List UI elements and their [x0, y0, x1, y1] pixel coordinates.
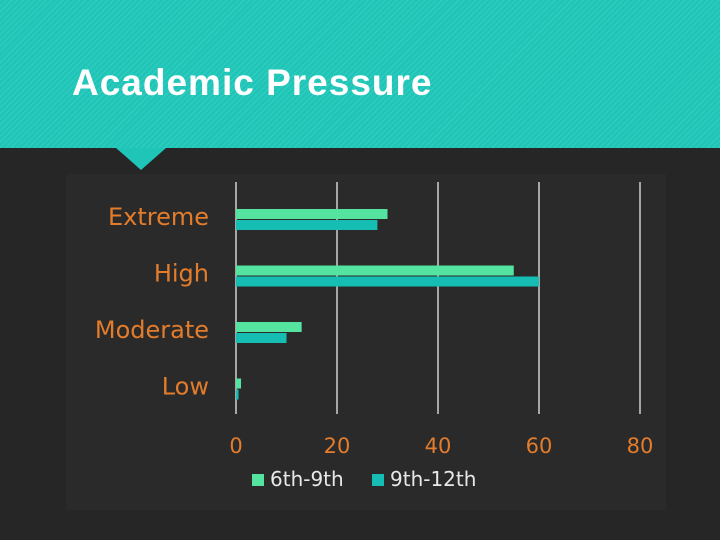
chart-panel: 0 20 40 60 80 Extreme High Moderate Low 6th-9th 9t… — [66, 174, 666, 510]
x-tick-label: 20 — [324, 434, 351, 458]
x-tick-label: 0 — [229, 434, 242, 458]
bar-extreme-series-2 — [236, 220, 378, 230]
category-label: High — [154, 260, 209, 288]
legend-swatch — [252, 474, 264, 486]
x-tick-label: 60 — [526, 434, 553, 458]
x-tick-label: 80 — [627, 434, 654, 458]
bar-moderate-series-1 — [236, 322, 302, 332]
banner-pointer — [116, 148, 166, 170]
bar-high-series-1 — [236, 265, 514, 276]
page-title: Academic Pressure — [72, 62, 433, 103]
x-tick-label: 40 — [425, 434, 452, 458]
title-banner — [0, 0, 720, 148]
legend-label: 9th-12th — [390, 467, 476, 491]
legend-swatch — [372, 474, 384, 486]
category-label: Extreme — [108, 203, 209, 231]
category-label: Moderate — [95, 316, 209, 344]
bar-low-series-2 — [236, 389, 239, 400]
bar-extreme-series-1 — [236, 209, 388, 219]
category-label: Low — [162, 373, 209, 401]
bar-high-series-2 — [236, 276, 539, 287]
bar-low-series-1 — [236, 378, 242, 389]
legend-label: 6th-9th — [270, 467, 344, 491]
bar-chart: 0 20 40 60 80 Extreme High Moderate Low 6th-9th 9t… — [95, 182, 654, 491]
bar-moderate-series-2 — [236, 333, 287, 343]
